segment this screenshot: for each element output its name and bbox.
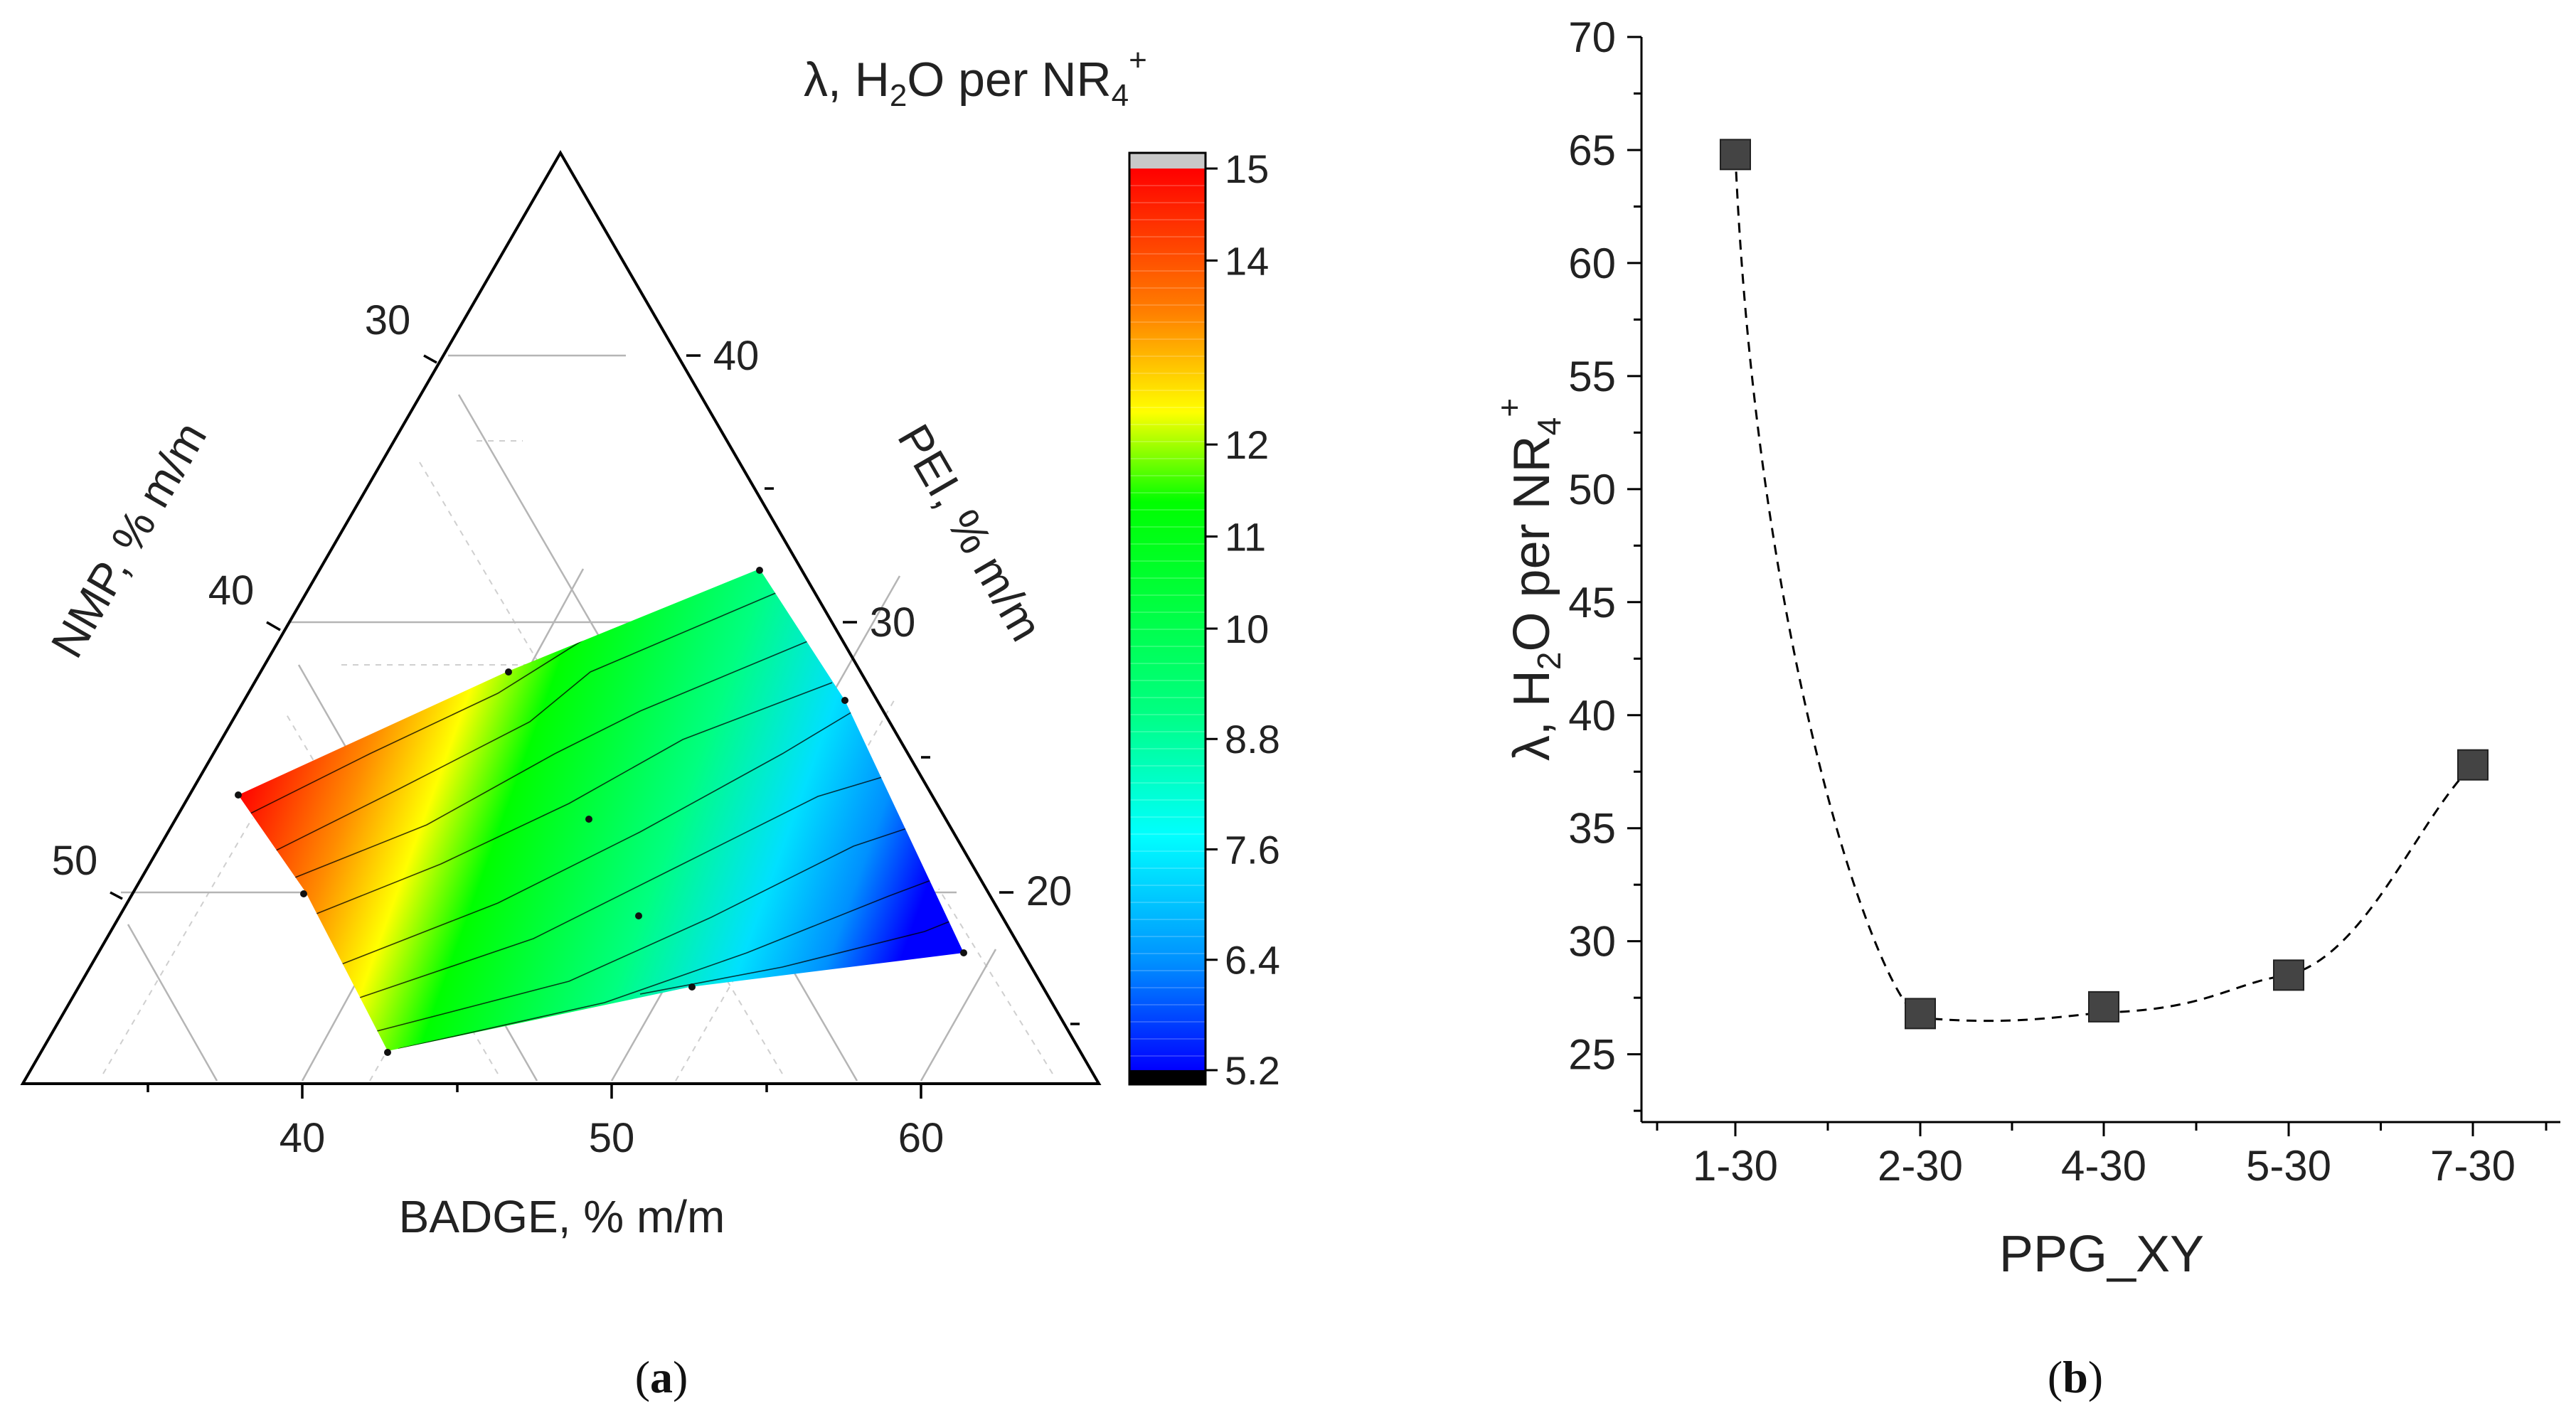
data-points bbox=[1720, 139, 2489, 1030]
y-tick-label: 25 bbox=[1568, 1031, 1616, 1079]
colorbar-under-swatch bbox=[1129, 1070, 1205, 1084]
colorbar-bands bbox=[1129, 185, 1205, 1057]
colorbar: λ, H2O per NR4+ 15 14 12 11 10 8.8 7.6 6.4 5.2 bbox=[804, 43, 1280, 1093]
y-ticks: 25 30 35 40 45 50 55 60 65 70 bbox=[1568, 14, 1641, 1112]
caption-a: (a) bbox=[635, 1352, 688, 1402]
colorbar-tick-label: 6.4 bbox=[1225, 938, 1280, 983]
y-tick-label: 40 bbox=[1568, 692, 1616, 740]
x-tick-label: 7-30 bbox=[2430, 1142, 2516, 1190]
colorbar-tick-label: 8.8 bbox=[1225, 717, 1280, 762]
nmp-axis-title: NMP, % m/m bbox=[41, 413, 217, 666]
caption-b: (b) bbox=[2048, 1352, 2103, 1402]
y-tick-label: 35 bbox=[1568, 805, 1616, 853]
x-ticks: 1-30 2-30 4-30 5-30 7-30 bbox=[1656, 1122, 2548, 1190]
x-tick-label: 4-30 bbox=[2061, 1142, 2146, 1190]
bottom-tick-label: 40 bbox=[280, 1115, 326, 1161]
y-tick-label: 70 bbox=[1568, 14, 1616, 61]
colorbar-ticks: 15 14 12 11 10 8.8 7.6 6.4 5.2 bbox=[1205, 146, 1280, 1093]
ternary-ticks bbox=[110, 354, 1080, 1099]
y-tick-label: 60 bbox=[1568, 240, 1616, 287]
colorbar-tick-label: 12 bbox=[1225, 422, 1269, 467]
badge-axis-title: BADGE, % m/m bbox=[399, 1191, 725, 1242]
y-axis-title: λ, H2O per NR4+ bbox=[1491, 398, 1568, 761]
ternary-frame bbox=[20, 150, 1102, 1085]
scatter-chart: 25 30 35 40 45 50 55 60 65 70 1-30 2-30 4-30 5-30 7-3… bbox=[1491, 14, 2560, 1283]
contour-surface bbox=[238, 569, 964, 1051]
x-tick-label: 5-30 bbox=[2246, 1142, 2331, 1190]
colorbar-tick-label: 10 bbox=[1225, 607, 1269, 651]
right-tick-label: 20 bbox=[1026, 868, 1073, 914]
colorbar-title: λ, H2O per NR4+ bbox=[804, 43, 1147, 113]
colorbar-over-swatch bbox=[1129, 153, 1205, 169]
bottom-tick-label: 50 bbox=[589, 1115, 635, 1161]
data-point bbox=[1720, 139, 1751, 171]
ternary-chart: 40 50 60 30 40 50 40 30 20 BADGE, % m/m … bbox=[20, 150, 1102, 1242]
trend-line bbox=[1734, 154, 2474, 1023]
data-point bbox=[2457, 749, 2489, 781]
data-point bbox=[2088, 991, 2119, 1023]
y-tick-label: 50 bbox=[1568, 466, 1616, 513]
colorbar-tick-label: 7.6 bbox=[1225, 827, 1280, 872]
colorbar-tick-label: 11 bbox=[1225, 515, 1266, 560]
y-tick-label: 45 bbox=[1568, 579, 1616, 626]
x-axis-title: PPG_XY bbox=[1999, 1226, 2204, 1283]
colorbar-gradient bbox=[1129, 169, 1205, 1070]
sample-points bbox=[235, 567, 967, 1056]
colorbar-tick-label: 14 bbox=[1225, 238, 1269, 283]
data-point bbox=[2273, 959, 2304, 991]
left-tick-label: 50 bbox=[52, 838, 98, 884]
bottom-tick-label: 60 bbox=[898, 1115, 944, 1161]
right-tick-label: 30 bbox=[870, 599, 916, 646]
x-tick-label: 1-30 bbox=[1693, 1142, 1778, 1190]
colorbar-tick-label: 15 bbox=[1225, 146, 1269, 191]
left-tick-label: 30 bbox=[365, 297, 411, 343]
right-tick-label: 40 bbox=[713, 333, 760, 379]
y-tick-label: 55 bbox=[1568, 353, 1616, 400]
colorbar-tick-label: 5.2 bbox=[1225, 1048, 1280, 1093]
y-tick-label: 65 bbox=[1568, 127, 1616, 174]
colorbar-frame bbox=[1128, 151, 1207, 1086]
y-tick-label: 30 bbox=[1568, 918, 1616, 966]
data-point bbox=[1905, 998, 1936, 1030]
x-tick-label: 2-30 bbox=[1878, 1142, 1963, 1190]
left-tick-label: 40 bbox=[208, 567, 255, 614]
